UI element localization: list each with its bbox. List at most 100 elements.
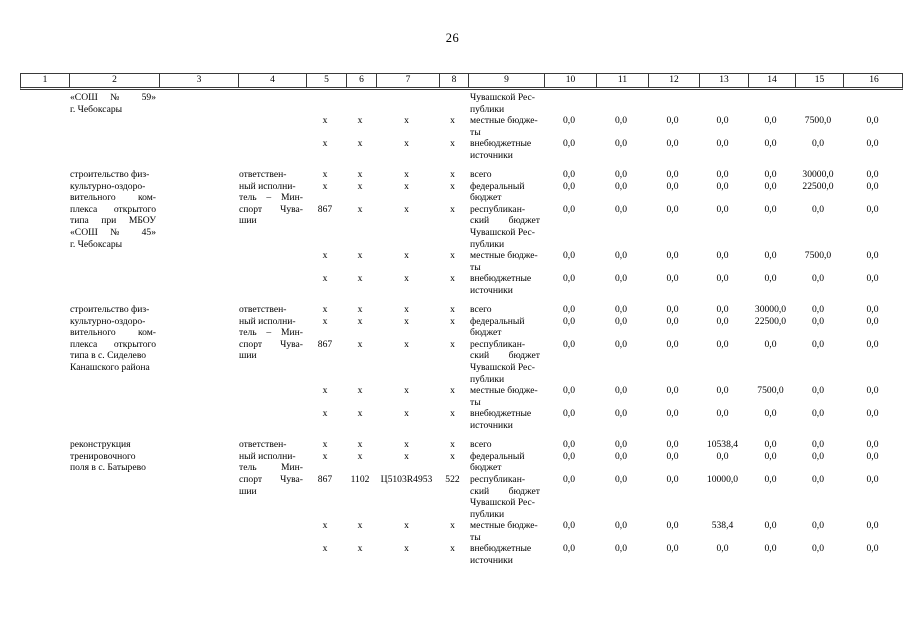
column-header-5: 5 <box>306 74 346 87</box>
column-header-9: 9 <box>468 74 544 87</box>
cell-col10 <box>543 509 595 521</box>
cell-col6 <box>345 92 375 104</box>
cell-col5 <box>305 150 345 162</box>
cell-col4: ответствен- <box>239 439 287 451</box>
cell-col13: 0,0 <box>716 338 729 350</box>
cell-col12: 0,0 <box>666 473 679 485</box>
cell-col7: x <box>404 315 409 327</box>
cell-col4 <box>237 532 305 544</box>
cell-col5 <box>305 239 345 251</box>
cell-col5: x <box>322 408 328 420</box>
cell-col5: x <box>322 439 328 451</box>
cell-col8 <box>438 362 467 374</box>
cell-col5: x <box>322 115 328 127</box>
cell-col7 <box>375 420 438 432</box>
cell-col7 <box>375 362 438 374</box>
cell-col16: 0,0 <box>866 304 879 316</box>
cell-col16 <box>842 127 903 139</box>
cell-col8 <box>438 285 467 297</box>
cell-col4 <box>237 385 305 397</box>
cell-col11: 0,0 <box>615 450 627 462</box>
cell-col14 <box>747 374 794 386</box>
cell-col6 <box>345 555 375 567</box>
cell-col2 <box>68 497 158 509</box>
cell-col7: x <box>404 450 409 462</box>
cell-col6: x <box>357 304 363 316</box>
cell-col3 <box>158 350 237 362</box>
cell-col2: вительного ком- <box>70 327 156 339</box>
cell-col14 <box>747 92 794 104</box>
cell-col16 <box>842 462 903 474</box>
cell-col10: 0,0 <box>563 450 575 462</box>
cell-col3 <box>158 285 237 297</box>
cell-col15 <box>794 192 842 204</box>
cell-col4: ный исполни- <box>239 315 296 327</box>
cell-col2: г. Чебоксары <box>70 103 123 115</box>
cell-col1 <box>20 92 68 104</box>
cell-col4: ный исполни- <box>239 450 296 462</box>
cell-col15: 7500,0 <box>804 115 832 127</box>
cell-col8 <box>438 150 467 162</box>
table-line: x x x x местные бюдже- 0,0 0,0 0,0 0,0 0,0 7500,0 0… <box>20 250 903 262</box>
cell-col2 <box>68 138 158 150</box>
cell-col14: 0,0 <box>764 273 777 285</box>
cell-col15 <box>794 327 842 339</box>
cell-col13 <box>698 532 747 544</box>
cell-col13: 538,4 <box>711 520 734 532</box>
cell-col4 <box>237 408 305 420</box>
cell-col7 <box>375 150 438 162</box>
cell-col15 <box>794 227 842 239</box>
cell-col11 <box>595 420 647 432</box>
cell-col2 <box>68 420 158 432</box>
cell-col6 <box>345 285 375 297</box>
cell-col5 <box>305 497 345 509</box>
cell-col11: 0,0 <box>615 408 627 420</box>
cell-col13 <box>698 192 747 204</box>
cell-col10 <box>543 104 595 116</box>
cell-col1 <box>20 250 68 262</box>
cell-col12: 0,0 <box>666 180 679 192</box>
cell-col6: x <box>357 385 363 397</box>
cell-col7 <box>375 327 438 339</box>
cell-col8 <box>438 509 467 521</box>
cell-col9: внебюджетные <box>470 138 532 150</box>
cell-col10: 0,0 <box>563 203 575 215</box>
cell-col10 <box>543 397 595 409</box>
cell-col11 <box>595 374 647 386</box>
cell-col9: публики <box>470 373 505 385</box>
cell-col3 <box>158 150 237 162</box>
cell-col6: x <box>357 250 363 262</box>
cell-col13 <box>698 397 747 409</box>
cell-col6 <box>345 509 375 521</box>
cell-col4: шии <box>239 350 257 362</box>
cell-col11 <box>595 262 647 274</box>
cell-col10 <box>543 215 595 227</box>
cell-col12 <box>647 104 698 116</box>
cell-col11: 0,0 <box>615 203 627 215</box>
cell-col11: 0,0 <box>615 115 627 127</box>
cell-col7: x <box>404 180 409 192</box>
cell-col1 <box>20 451 68 463</box>
cell-col6 <box>345 532 375 544</box>
cell-col10: 0,0 <box>563 543 575 555</box>
cell-col8: x <box>450 203 455 215</box>
cell-col14 <box>747 532 794 544</box>
cell-col12 <box>647 215 698 227</box>
cell-col5: x <box>322 385 328 397</box>
cell-col13 <box>698 509 747 521</box>
cell-col14 <box>747 509 794 521</box>
cell-col1 <box>20 339 68 351</box>
cell-col13 <box>698 227 747 239</box>
cell-col7 <box>375 555 438 567</box>
cell-col11: 0,0 <box>615 138 627 150</box>
cell-col1 <box>20 385 68 397</box>
table-line: публики <box>20 509 903 521</box>
cell-col15 <box>794 555 842 567</box>
cell-col8 <box>438 327 467 339</box>
cell-col4: тель – Мин- <box>239 192 303 204</box>
cell-col12: 0,0 <box>666 338 679 350</box>
cell-col5 <box>305 374 345 386</box>
cell-col7: Ц5103R4953 <box>380 473 433 485</box>
cell-col9: ты <box>470 126 481 138</box>
cell-col7: x <box>404 408 409 420</box>
